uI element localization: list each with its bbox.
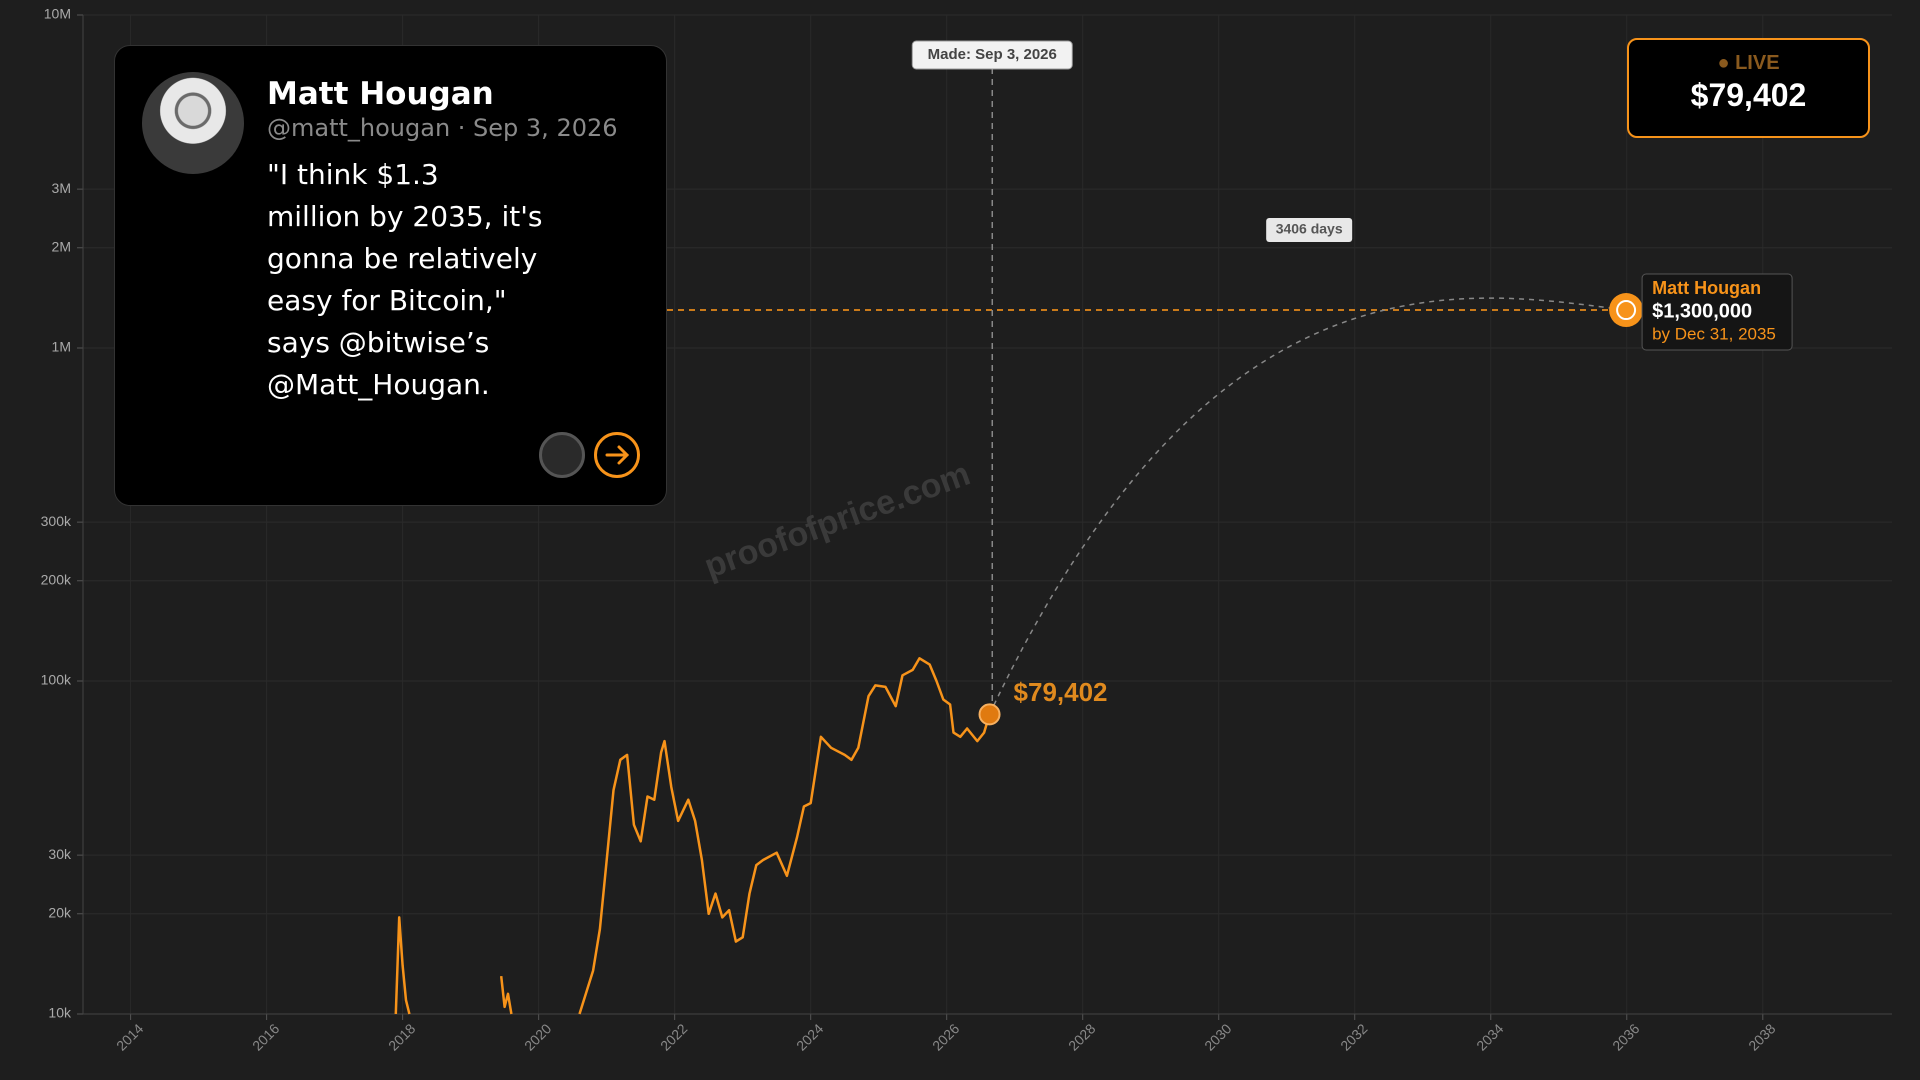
next-button[interactable]: [594, 432, 640, 478]
tweet-name: Matt Hougan: [267, 76, 494, 112]
watermark: proofofprice.com: [699, 455, 975, 586]
prediction-ring: [1616, 300, 1637, 321]
y-tick-label: 10k: [48, 1005, 72, 1021]
made-box: [911, 40, 1073, 70]
live-dot: ●: [1717, 52, 1730, 74]
prediction-date: by Dec 31, 2035: [1652, 324, 1776, 343]
live-box: ● LIVE $79,402: [1627, 38, 1870, 138]
price-line: [394, 657, 991, 1015]
x-tick-label: 2024: [793, 1020, 826, 1053]
duration-box: [1266, 218, 1353, 242]
current-point: [978, 703, 1001, 726]
quote-line: gonna be relatively: [267, 242, 538, 275]
prediction-box: [1641, 273, 1793, 351]
quote-line: @Matt_Hougan.: [267, 368, 490, 401]
tweet-card: Matt Hougan @matt_hougan · Sep 3, 2026 "…: [114, 45, 667, 506]
tweet-meta: @matt_hougan · Sep 3, 2026: [267, 114, 618, 142]
arrow-icon: [605, 445, 630, 465]
x-tick-label: 2032: [1337, 1020, 1370, 1053]
x-tick-label: 2028: [1065, 1020, 1098, 1053]
projection-curve: [988, 297, 1627, 715]
x-tick-label: 2038: [1745, 1020, 1778, 1053]
live-price: $79,402: [1690, 77, 1807, 113]
tweet-quote: "I think $1.3 million by 2035, it's gonna …: [267, 154, 543, 406]
x-tick-label: 2026: [929, 1020, 962, 1053]
y-tick-label: 10M: [44, 6, 71, 22]
y-tick-label: 100k: [41, 672, 72, 688]
x-tick-label: 2036: [1609, 1020, 1642, 1053]
y-tick-label: 2M: [52, 238, 71, 254]
current-label: $79,402: [1014, 677, 1108, 707]
y-tick-label: 200k: [41, 571, 72, 587]
y-tick-label: 3M: [52, 180, 71, 196]
duration-label: 3406 days: [1276, 221, 1343, 237]
x-tick-label: 2020: [521, 1020, 554, 1053]
x-tick-label: 2018: [385, 1020, 418, 1053]
share-button[interactable]: [539, 432, 585, 478]
quote-line: "I think $1.3: [267, 158, 439, 191]
y-tick-label: 20k: [48, 904, 72, 920]
y-tick-label: 30k: [48, 846, 72, 862]
x-tick-label: 2022: [657, 1020, 690, 1053]
y-tick-label: 1M: [52, 339, 71, 355]
x-tick-label: 2014: [113, 1020, 146, 1053]
live-status: ● LIVE: [1629, 52, 1868, 75]
made-label: Made: Sep 3, 2026: [928, 46, 1057, 63]
avatar: [142, 72, 244, 174]
live-label: LIVE: [1735, 52, 1780, 74]
x-tick-label: 2016: [249, 1020, 282, 1053]
y-tick-label: 300k: [41, 513, 72, 529]
quote-line: easy for Bitcoin,": [267, 284, 507, 317]
quote-line: million by 2035, it's: [267, 200, 543, 233]
prediction-point: [1609, 293, 1644, 328]
x-tick-label: 2034: [1473, 1020, 1506, 1053]
quote-line: says @bitwise’s: [267, 326, 490, 359]
x-tick-label: 2030: [1201, 1020, 1234, 1053]
prediction-name: Matt Hougan: [1652, 278, 1761, 298]
prediction-value: $1,300,000: [1652, 300, 1752, 322]
